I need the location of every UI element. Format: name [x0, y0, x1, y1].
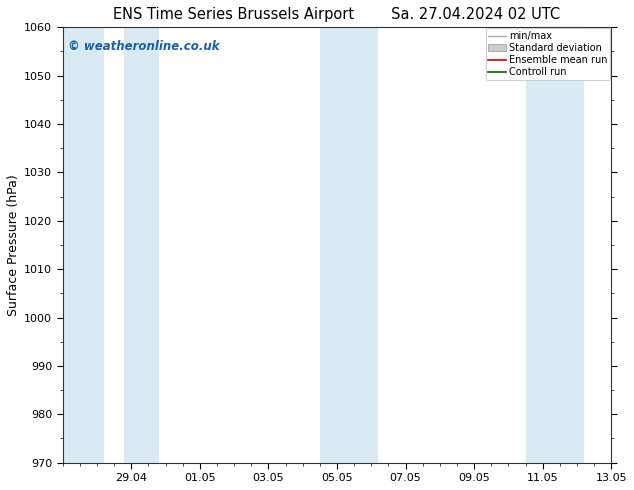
Bar [63, 27, 104, 463]
Bar [124, 27, 158, 463]
Text: © weatheronline.co.uk: © weatheronline.co.uk [68, 40, 220, 53]
Bar [526, 27, 584, 463]
Legend: min/max, Standard deviation, Ensemble mean run, Controll run: min/max, Standard deviation, Ensemble me… [486, 28, 611, 80]
Title: ENS Time Series Brussels Airport        Sa. 27.04.2024 02 UTC: ENS Time Series Brussels Airport Sa. 27.… [113, 7, 560, 22]
Y-axis label: Surface Pressure (hPa): Surface Pressure (hPa) [7, 174, 20, 316]
Bar [320, 27, 378, 463]
